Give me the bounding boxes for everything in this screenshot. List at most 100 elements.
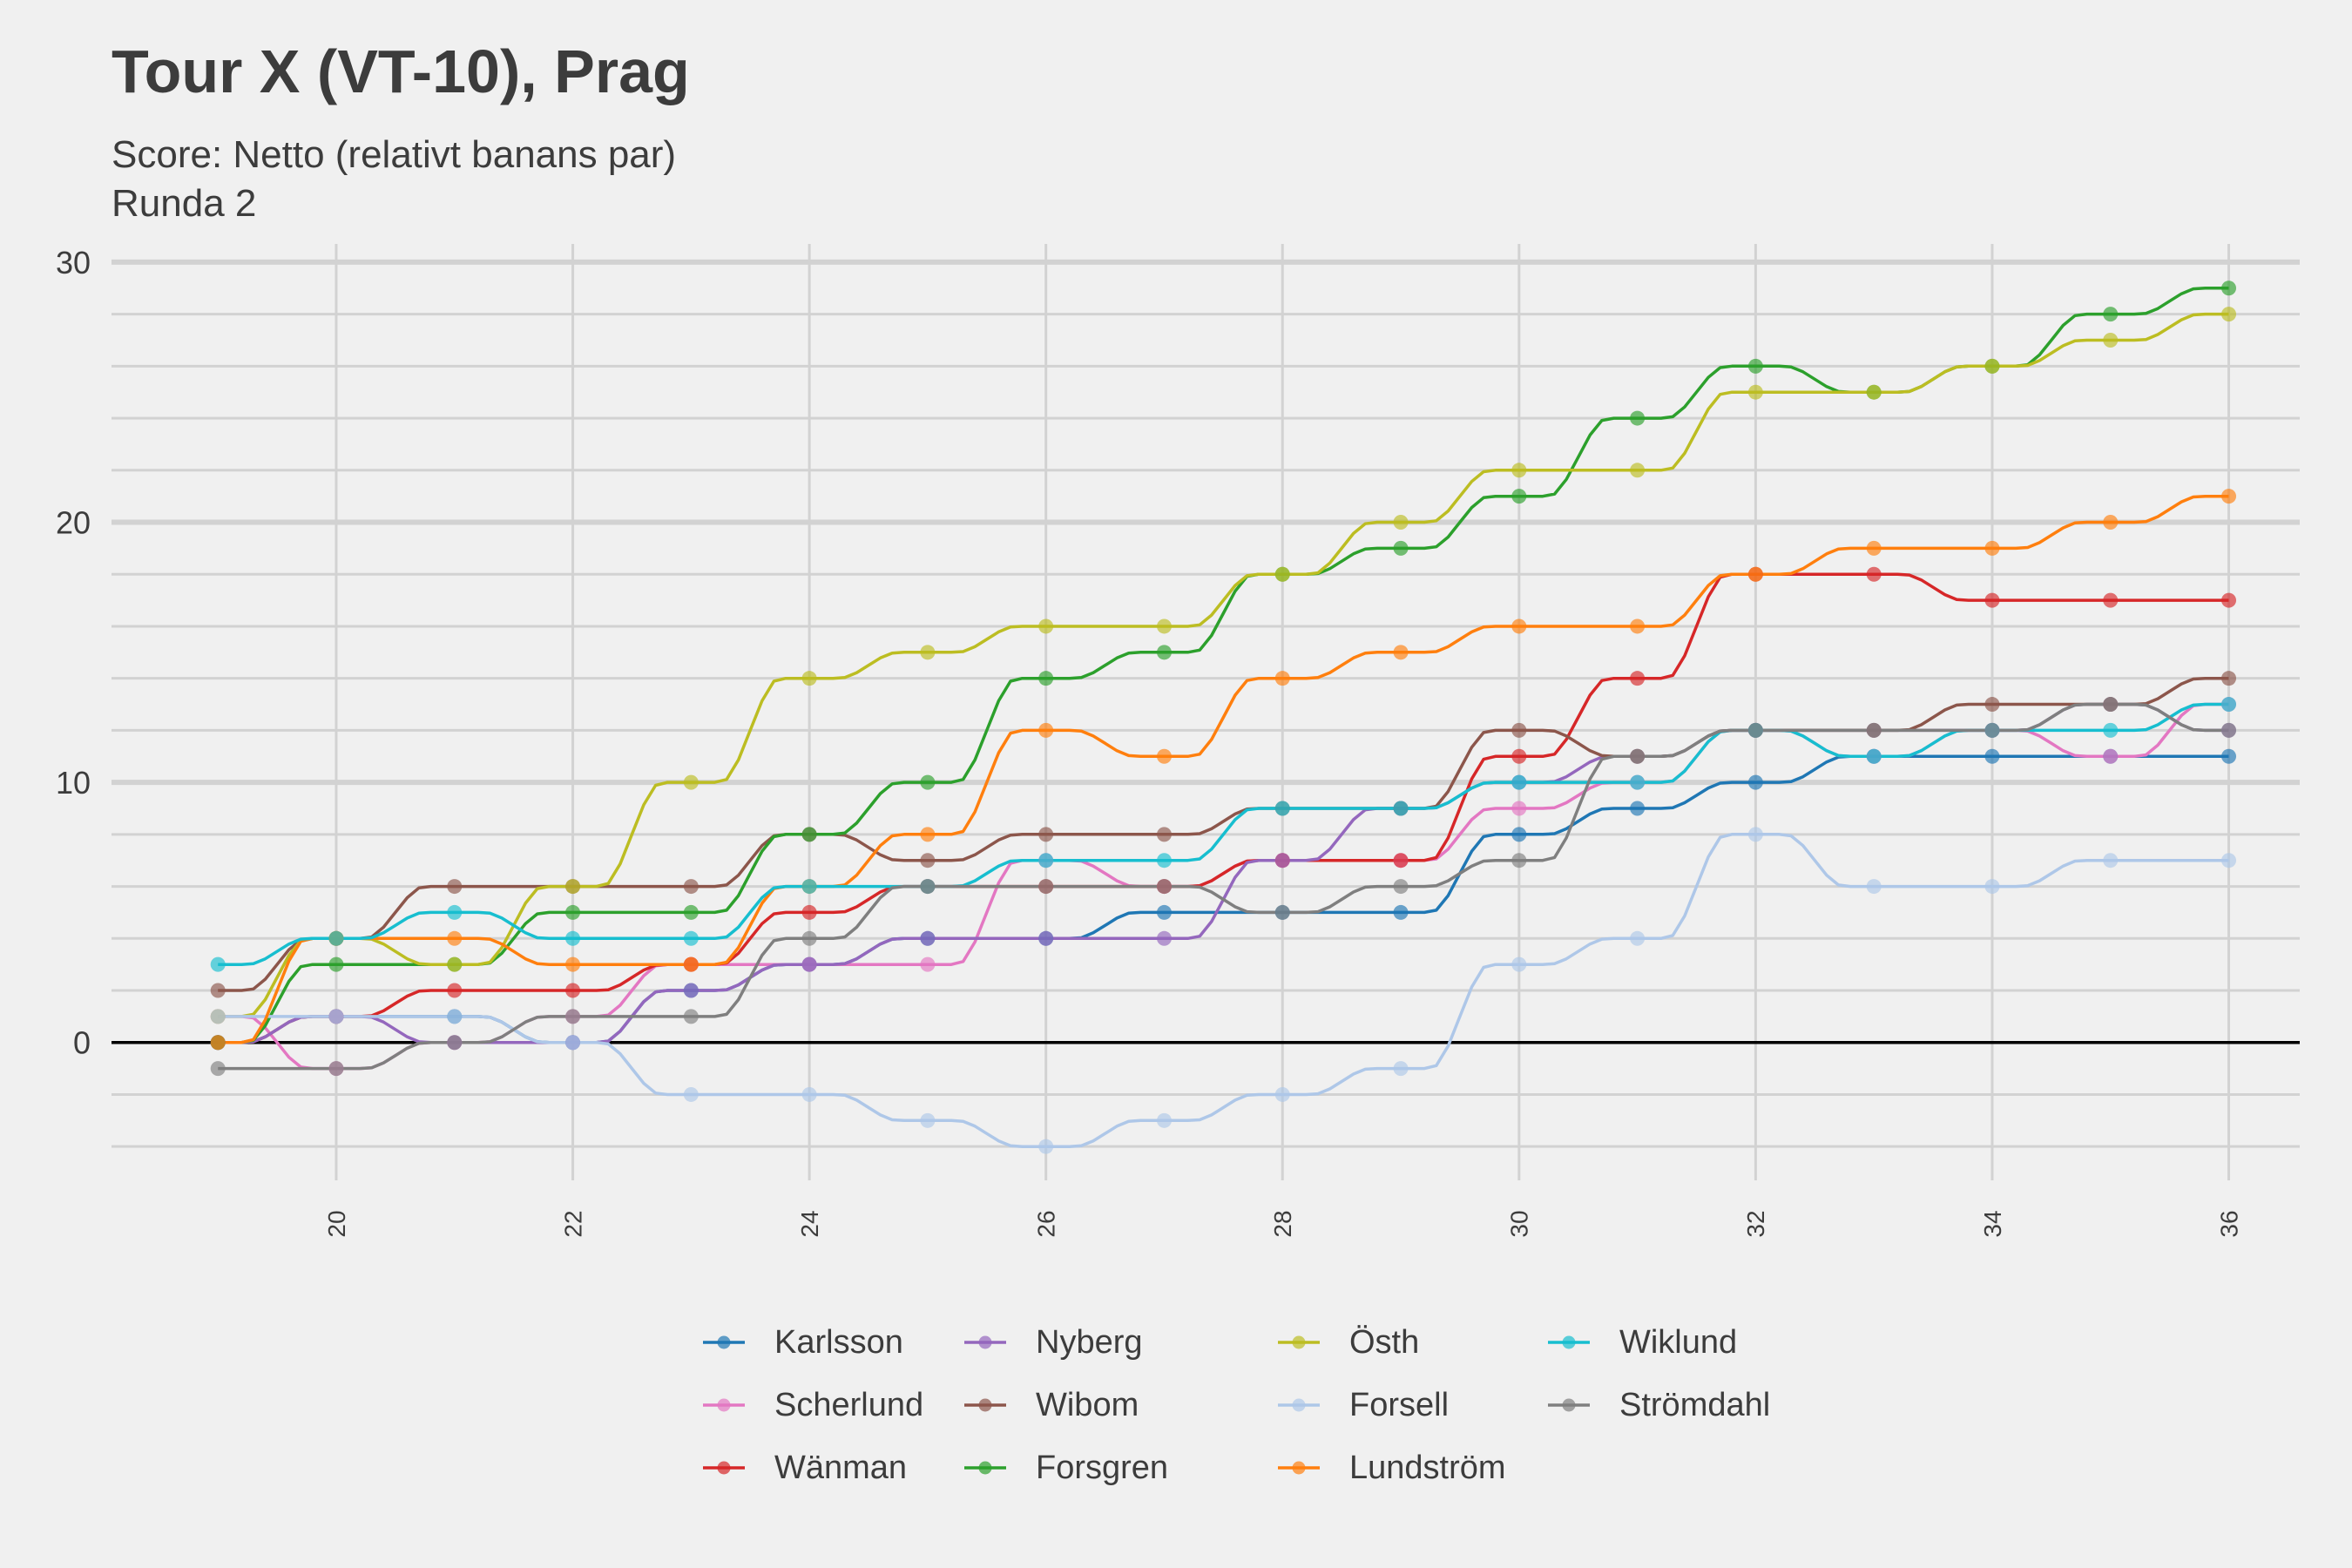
legend-key-wanman [703, 1461, 745, 1475]
y-tick-label: 0 [73, 1025, 91, 1061]
point-osth [920, 645, 936, 660]
point-wiklund [2103, 722, 2119, 738]
point-osth [1038, 618, 1054, 634]
point-forsell [1630, 930, 1646, 946]
point-wanman [565, 983, 581, 998]
point-wiklund [1038, 853, 1054, 868]
point-wanman [1630, 671, 1646, 686]
x-axis: 20 22 24 26 28 30 32 34 36 [323, 1210, 2243, 1237]
point-forsell [801, 1086, 817, 1102]
series-line-osth [218, 312, 2229, 1018]
point-forsgren [328, 956, 344, 972]
point-forsell [1038, 1139, 1054, 1154]
point-stromdahl [328, 1061, 344, 1077]
legend-item-wanman: Wänman [701, 1436, 963, 1499]
legend-item-forsell: Forsell [1276, 1374, 1546, 1436]
point-wanman [1511, 748, 1527, 764]
y-tick-label: 30 [56, 245, 91, 280]
point-forsgren [683, 904, 699, 920]
point-osth [1393, 515, 1409, 531]
point-karlsson [1511, 827, 1527, 842]
point-lundstrom [1630, 618, 1646, 634]
point-forsgren [801, 827, 817, 842]
point-nyberg [801, 956, 817, 972]
point-stromdahl [1747, 722, 1763, 738]
point-osth [1984, 358, 2000, 374]
legend-label: Scherlund [774, 1386, 924, 1423]
point-osth [1866, 384, 1882, 400]
point-wibom [1038, 827, 1054, 842]
series-lines [218, 287, 2229, 1148]
point-stromdahl [1393, 879, 1409, 895]
point-wibom [1511, 722, 1527, 738]
point-lundstrom [210, 1035, 226, 1051]
series-line-wanman [218, 572, 2229, 1044]
legend-key-lundstrom [1278, 1461, 1320, 1475]
point-wiklund [210, 956, 226, 972]
point-stromdahl [1274, 904, 1290, 920]
point-lundstrom [2103, 515, 2119, 531]
point-wanman [801, 904, 817, 920]
point-forsgren [1156, 645, 1172, 660]
point-osth [801, 671, 817, 686]
point-forsgren [565, 904, 581, 920]
legend-key-karlsson [703, 1335, 745, 1349]
point-wanman [1393, 853, 1409, 868]
point-wibom [447, 879, 463, 895]
point-stromdahl [683, 1009, 699, 1024]
legend-item-lundstrom: Lundström [1276, 1436, 1546, 1499]
point-lundstrom [1274, 671, 1290, 686]
point-stromdahl [565, 1009, 581, 1024]
legend: Karlsson Scherlund Wänman Nyberg Wibom Forsgr… [701, 1311, 1770, 1499]
legend-item-scherlund: Scherlund [701, 1374, 963, 1436]
point-forsell [683, 1086, 699, 1102]
legend-key-forsgren [964, 1461, 1006, 1475]
legend-item-nyberg: Nyberg [963, 1311, 1276, 1374]
point-stromdahl [1511, 853, 1527, 868]
legend-item-wibom: Wibom [963, 1374, 1276, 1436]
point-forsgren [1393, 540, 1409, 556]
point-osth [1630, 463, 1646, 478]
point-lundstrom [565, 956, 581, 972]
x-tick-label: 26 [1032, 1210, 1059, 1237]
legend-key-osth [1278, 1335, 1320, 1349]
point-wanman [447, 983, 463, 998]
point-forsell [1156, 1112, 1172, 1128]
point-wiklund [1511, 774, 1527, 790]
point-wibom [920, 853, 936, 868]
point-forsell [328, 1009, 344, 1024]
point-stromdahl [1984, 722, 2000, 738]
legend-key-scherlund [703, 1398, 745, 1412]
point-wiklund [1630, 774, 1646, 790]
point-stromdahl [801, 930, 817, 946]
legend-item-karlsson: Karlsson [701, 1311, 963, 1374]
point-karlsson [1630, 801, 1646, 816]
point-forsgren [1630, 410, 1646, 426]
point-stromdahl [1038, 879, 1054, 895]
chart-subtitle: Score: Netto (relativt banans par) Runda… [112, 131, 676, 228]
point-forsgren [1747, 358, 1763, 374]
legend-key-nyberg [964, 1335, 1006, 1349]
point-wanman [1984, 592, 2000, 608]
point-forsell [447, 1009, 463, 1024]
point-lundstrom [920, 827, 936, 842]
point-osth [2103, 332, 2119, 348]
series-points [210, 280, 2237, 1154]
point-forsell [1747, 827, 1763, 842]
point-scherlund [2103, 748, 2119, 764]
x-tick-label: 36 [2215, 1210, 2242, 1237]
point-forsell [210, 1009, 226, 1024]
x-tick-label: 24 [796, 1210, 823, 1237]
point-nyberg [1038, 930, 1054, 946]
point-scherlund [1511, 801, 1527, 816]
point-osth [683, 774, 699, 790]
point-karlsson [1984, 748, 2000, 764]
point-osth [1156, 618, 1172, 634]
point-lundstrom [2221, 489, 2237, 504]
point-wiklund [2221, 697, 2237, 713]
point-forsell [1393, 1061, 1409, 1077]
point-forsell [1274, 1086, 1290, 1102]
legend-key-wibom [964, 1398, 1006, 1412]
legend-label: Wänman [774, 1449, 908, 1486]
